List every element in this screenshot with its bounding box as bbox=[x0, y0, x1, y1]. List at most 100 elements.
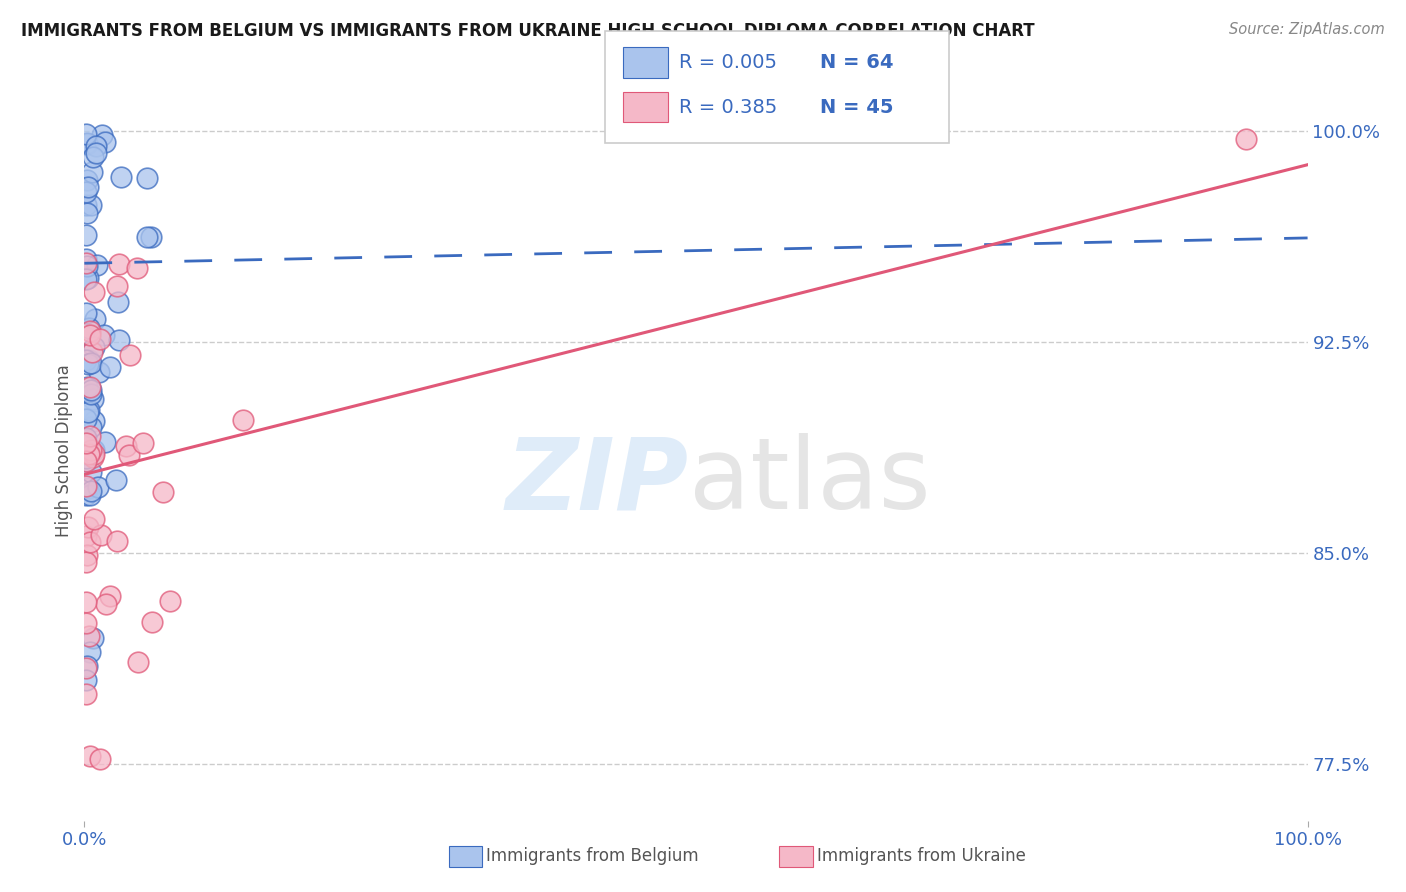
Point bbox=[79, 748, 101, 763]
Point bbox=[118, 448, 141, 462]
Point bbox=[75, 185, 97, 199]
Point bbox=[83, 414, 105, 428]
Point bbox=[135, 170, 157, 185]
Point bbox=[110, 170, 132, 185]
Point bbox=[75, 661, 97, 675]
Point bbox=[135, 230, 157, 244]
Point bbox=[80, 483, 103, 498]
Point bbox=[79, 535, 101, 549]
Point bbox=[76, 481, 98, 495]
Point bbox=[76, 658, 98, 673]
Point bbox=[107, 258, 129, 272]
Point bbox=[80, 420, 103, 434]
Point bbox=[77, 447, 100, 461]
Point bbox=[75, 488, 97, 502]
Point bbox=[75, 252, 97, 266]
Point bbox=[84, 312, 107, 326]
Point bbox=[108, 333, 131, 347]
Point bbox=[89, 332, 111, 346]
Point bbox=[79, 645, 101, 659]
Point bbox=[139, 229, 162, 244]
Text: Immigrants from Ukraine: Immigrants from Ukraine bbox=[817, 847, 1026, 865]
Point bbox=[76, 548, 98, 562]
Point bbox=[75, 436, 97, 450]
Text: R = 0.005: R = 0.005 bbox=[679, 53, 778, 72]
Point bbox=[84, 139, 107, 153]
Point bbox=[79, 403, 101, 417]
Point bbox=[75, 271, 97, 285]
Point bbox=[75, 673, 97, 687]
Point bbox=[75, 411, 97, 425]
Point bbox=[132, 436, 155, 450]
Point bbox=[94, 135, 117, 149]
Point bbox=[98, 359, 121, 374]
Point bbox=[82, 150, 104, 164]
Point bbox=[83, 285, 105, 300]
Point bbox=[76, 173, 98, 187]
Point bbox=[75, 431, 97, 445]
Point bbox=[75, 353, 97, 368]
Point bbox=[80, 165, 103, 179]
Point bbox=[232, 413, 254, 427]
Point bbox=[75, 197, 97, 211]
Point bbox=[75, 615, 97, 630]
Point bbox=[82, 450, 104, 465]
Point bbox=[77, 629, 100, 643]
Text: N = 45: N = 45 bbox=[820, 97, 893, 117]
Point bbox=[79, 488, 101, 502]
Point bbox=[125, 260, 148, 275]
Point bbox=[75, 687, 97, 701]
Point bbox=[76, 380, 98, 394]
Text: Source: ZipAtlas.com: Source: ZipAtlas.com bbox=[1229, 22, 1385, 37]
Point bbox=[107, 294, 129, 309]
Text: atlas: atlas bbox=[689, 434, 931, 530]
Point bbox=[76, 357, 98, 371]
Point bbox=[76, 137, 98, 152]
Point bbox=[80, 383, 103, 397]
Point bbox=[89, 752, 111, 766]
Point bbox=[80, 387, 103, 401]
Point bbox=[159, 594, 181, 608]
Point bbox=[96, 597, 118, 611]
Point bbox=[79, 443, 101, 458]
Text: N = 64: N = 64 bbox=[820, 53, 893, 72]
Point bbox=[79, 324, 101, 338]
Point bbox=[80, 465, 103, 479]
Point bbox=[105, 534, 128, 549]
Point bbox=[76, 136, 98, 150]
Point bbox=[75, 451, 97, 466]
Point bbox=[89, 365, 111, 379]
Point bbox=[115, 439, 138, 453]
Point bbox=[75, 306, 97, 320]
Text: Immigrants from Belgium: Immigrants from Belgium bbox=[486, 847, 699, 865]
Text: IMMIGRANTS FROM BELGIUM VS IMMIGRANTS FROM UKRAINE HIGH SCHOOL DIPLOMA CORRELATI: IMMIGRANTS FROM BELGIUM VS IMMIGRANTS FR… bbox=[21, 22, 1035, 40]
Point bbox=[79, 321, 101, 335]
Point bbox=[86, 145, 108, 160]
Point bbox=[75, 227, 97, 242]
Point bbox=[76, 454, 98, 468]
Point bbox=[77, 352, 100, 367]
Point bbox=[105, 279, 128, 293]
Point bbox=[1236, 132, 1258, 146]
Point bbox=[75, 555, 97, 569]
Point bbox=[75, 127, 97, 141]
Point bbox=[80, 356, 103, 370]
Point bbox=[75, 529, 97, 543]
Point bbox=[90, 528, 112, 542]
Point bbox=[82, 392, 104, 407]
Point bbox=[82, 345, 104, 359]
Point bbox=[79, 429, 101, 443]
Point bbox=[79, 327, 101, 342]
Y-axis label: High School Diploma: High School Diploma bbox=[55, 364, 73, 537]
Point bbox=[79, 380, 101, 394]
Point bbox=[75, 595, 97, 609]
Point bbox=[75, 256, 97, 270]
Point bbox=[76, 259, 98, 273]
Point bbox=[90, 128, 112, 143]
Point bbox=[83, 447, 105, 461]
Point bbox=[141, 615, 163, 629]
Point bbox=[152, 485, 174, 500]
Point bbox=[83, 340, 105, 354]
Point bbox=[98, 589, 121, 603]
Point bbox=[93, 327, 115, 342]
